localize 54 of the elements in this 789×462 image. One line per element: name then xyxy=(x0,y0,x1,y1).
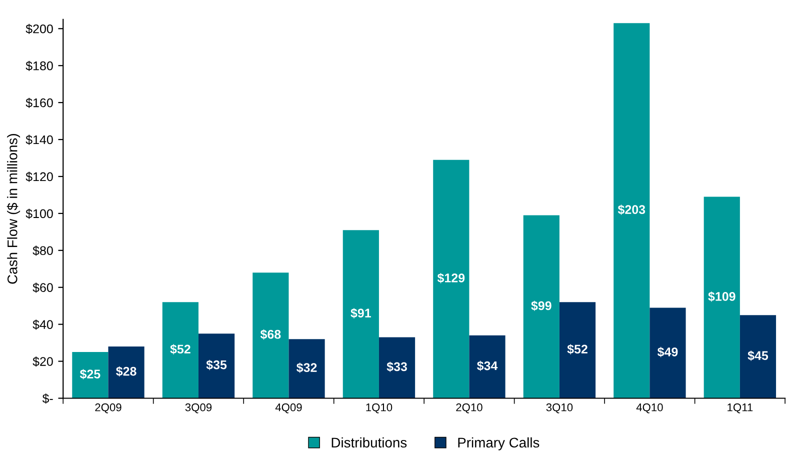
bar xyxy=(72,352,108,398)
y-tick-label: $200 xyxy=(26,24,53,34)
y-tick-label: $180 xyxy=(26,60,53,71)
bar xyxy=(433,160,470,398)
x-tick-label: 3Q09 xyxy=(185,403,212,414)
y-tick-label: $80 xyxy=(32,246,53,256)
data-label: $91 xyxy=(350,308,371,318)
bar xyxy=(740,315,776,398)
y-tick-label: $100 xyxy=(26,208,53,219)
data-label: $109 xyxy=(708,291,736,302)
y-tick-label: $40 xyxy=(32,320,53,330)
data-label: $35 xyxy=(206,360,227,370)
bar xyxy=(650,308,686,398)
bar xyxy=(523,215,560,398)
data-label: $49 xyxy=(657,346,678,358)
x-tick-label: 2Q10 xyxy=(456,403,482,414)
x-tick-label: 2Q09 xyxy=(95,403,122,414)
x-tick-label: 1Q11 xyxy=(728,403,753,414)
bar xyxy=(252,272,289,398)
x-tick-label: 4Q09 xyxy=(275,403,302,414)
bar xyxy=(469,335,506,398)
data-label: $99 xyxy=(531,300,552,311)
bar xyxy=(704,196,740,398)
data-label: $25 xyxy=(80,369,100,380)
data-label: $129 xyxy=(437,273,465,284)
x-tick-label: 3Q10 xyxy=(546,403,573,414)
bar xyxy=(198,334,235,398)
data-label: $52 xyxy=(170,344,190,354)
bar xyxy=(108,346,144,398)
y-tick-label: $160 xyxy=(26,98,53,108)
data-label: $45 xyxy=(748,350,768,361)
data-label: $33 xyxy=(386,362,407,372)
y-tick-label: $140 xyxy=(26,134,53,145)
y-tick-label: $- xyxy=(42,394,53,404)
y-tick-label: $60 xyxy=(32,282,53,293)
data-label: $68 xyxy=(260,329,281,340)
bar xyxy=(162,302,198,398)
bar xyxy=(378,337,416,398)
x-tick-label: 4Q10 xyxy=(636,403,663,414)
y-tick-label: $20 xyxy=(32,356,53,367)
y-axis-title: Cash Flow ($ in millions) xyxy=(6,134,20,284)
data-label: $52 xyxy=(567,344,588,354)
bar xyxy=(614,23,650,398)
bar xyxy=(342,230,379,398)
legend-label: Distributions xyxy=(332,437,407,448)
bar xyxy=(288,339,325,398)
data-label: $28 xyxy=(116,366,136,377)
data-label: $34 xyxy=(476,360,498,371)
y-tick-label: $120 xyxy=(26,172,53,182)
bar xyxy=(559,302,596,398)
data-label: $32 xyxy=(296,362,317,373)
x-tick-label: 1Q10 xyxy=(366,403,392,414)
legend-label: Primary Calls xyxy=(458,437,540,450)
data-label: $203 xyxy=(618,204,646,215)
